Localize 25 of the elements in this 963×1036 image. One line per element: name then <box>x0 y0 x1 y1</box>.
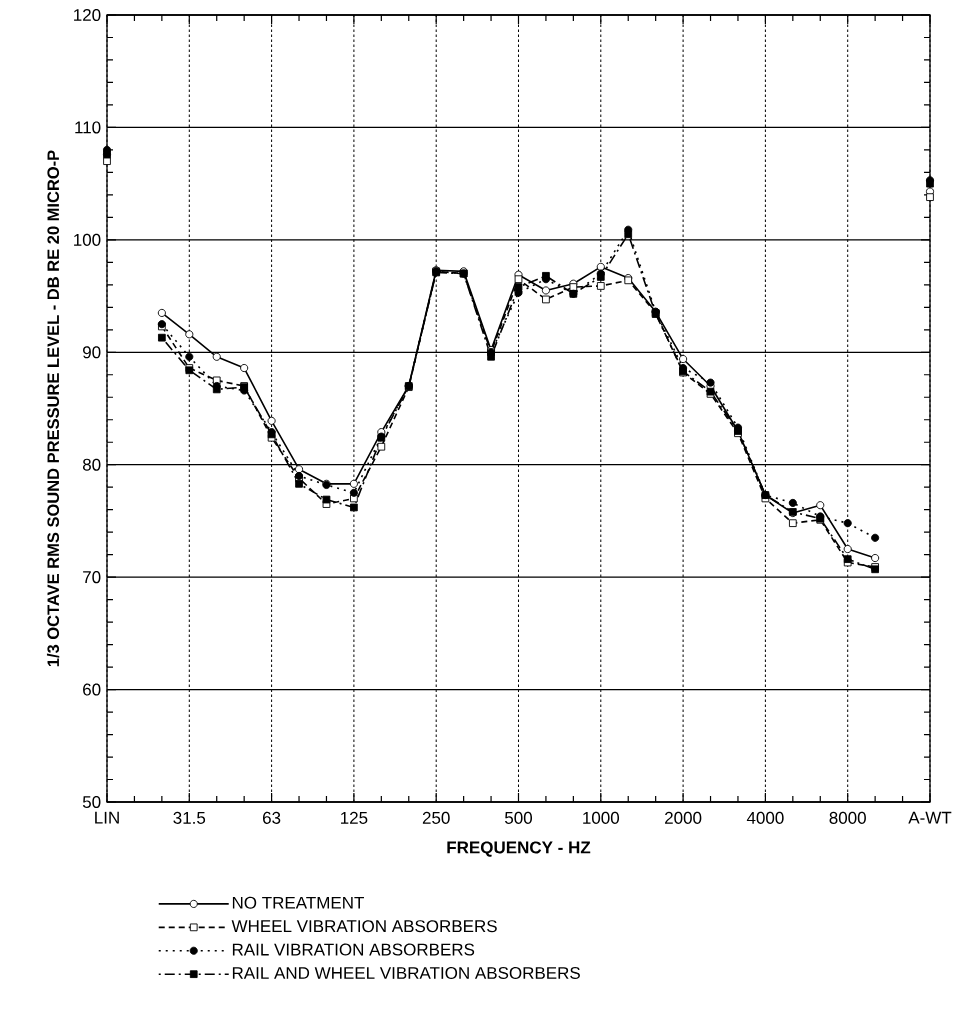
x-tick-label: 500 <box>504 811 533 824</box>
x-tick-label: 31.5 <box>173 811 206 824</box>
x-tick-label: LIN <box>95 811 119 824</box>
x-tick-label: 2000 <box>665 811 702 824</box>
y-tick-label: 50 <box>82 795 101 809</box>
x-tick-label: A-WT <box>908 811 952 824</box>
x-tick-label: 250 <box>422 811 450 824</box>
y-tick-label: 120 <box>74 8 101 22</box>
x-tick-label: 8000 <box>829 811 866 824</box>
x-tick-label: 1000 <box>583 811 620 824</box>
x-tick-label: 125 <box>341 811 368 824</box>
y-tick-label: 100 <box>74 233 101 246</box>
legend-label: RAIL AND WHEEL VIBRATION ABSORBERS <box>232 966 580 980</box>
y-tick-label: 70 <box>83 571 101 584</box>
legend-label: NO TREATMENT <box>232 896 364 909</box>
y-tick-label: 110 <box>75 121 101 134</box>
y-tick-label: 60 <box>83 683 101 696</box>
y-tick-label: 80 <box>82 458 101 471</box>
x-tick-label: 4000 <box>746 811 784 824</box>
x-tick-label: 63 <box>263 811 281 824</box>
y-tick-label: 90 <box>83 346 101 359</box>
legend-label: RAIL VIBRATION ABSORBERS <box>232 943 475 956</box>
x-axis-title: FREQUENCY - HZ <box>447 841 591 857</box>
y-axis-title: 1/3 OCTAVE RMS SOUND PRESSURE LEVEL - DB RE 20 MICRO-P <box>46 150 60 667</box>
legend-label: WHEEL VIBRATION ABSORBERS <box>231 920 497 933</box>
